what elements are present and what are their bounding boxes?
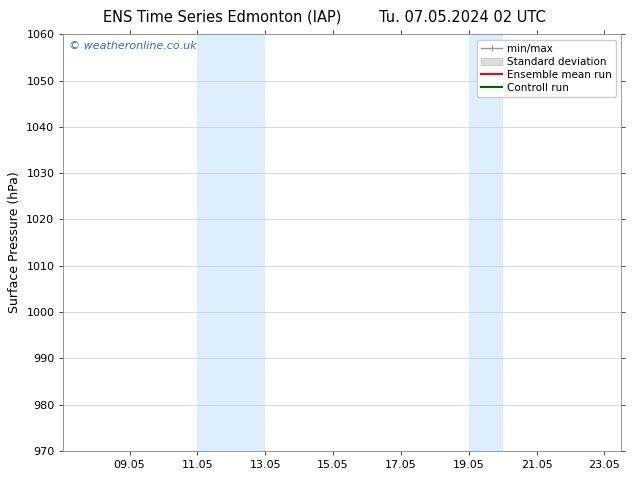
Y-axis label: Surface Pressure (hPa): Surface Pressure (hPa): [8, 172, 21, 314]
Text: © weatheronline.co.uk: © weatheronline.co.uk: [69, 41, 197, 50]
Legend: min/max, Standard deviation, Ensemble mean run, Controll run: min/max, Standard deviation, Ensemble me…: [477, 40, 616, 97]
Bar: [469, 34, 503, 451]
Text: Tu. 07.05.2024 02 UTC: Tu. 07.05.2024 02 UTC: [379, 10, 547, 25]
Bar: [197, 34, 265, 451]
Text: ENS Time Series Edmonton (IAP): ENS Time Series Edmonton (IAP): [103, 10, 341, 25]
